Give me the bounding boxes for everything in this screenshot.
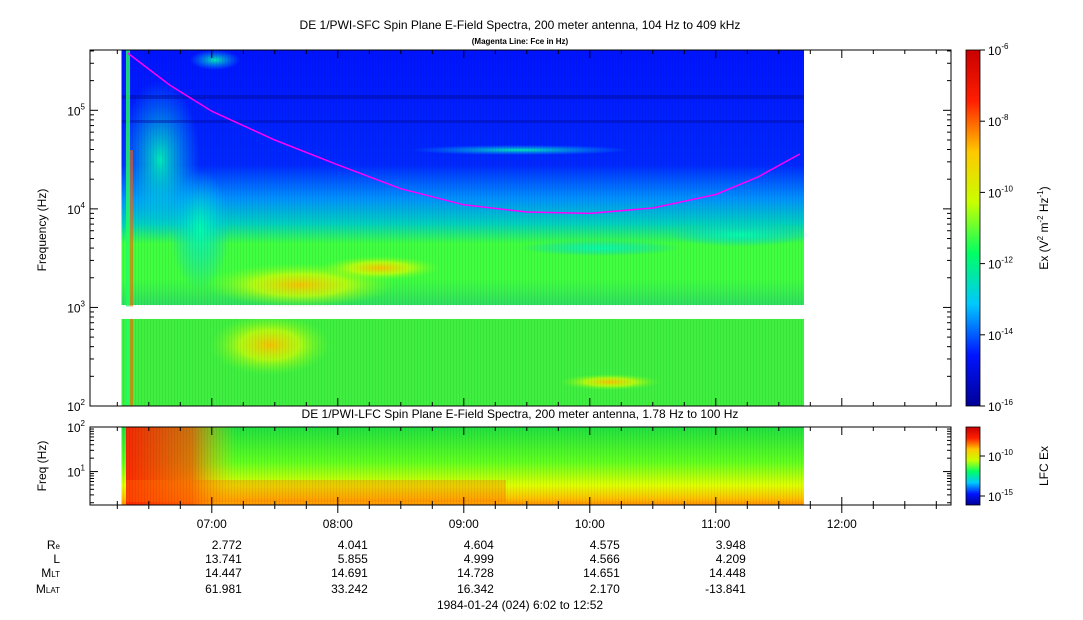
time-tick-label: 12:00 xyxy=(827,517,857,531)
sfc-colorbar: 10-6 10-8 10-10 10-12 10-14 10-16 Ex (V2 m-2 … xyxy=(965,42,1051,414)
ephemeris-value: 61.981 xyxy=(205,582,242,596)
ephemeris-value: 2.772 xyxy=(211,538,242,552)
sfc-colorbar-tick-label: 10-10 xyxy=(988,184,1013,200)
sfc-colorbar-ticks: 10-6 10-8 10-10 10-12 10-14 10-16 xyxy=(980,42,1013,414)
ephemeris-value: 4.041 xyxy=(337,538,368,552)
ephemeris-label: Re xyxy=(46,538,60,552)
lfc-colorbar-tick-label: 10-10 xyxy=(988,448,1013,464)
ephemeris-value: 16.342 xyxy=(457,582,494,596)
lfc-spectrogram-data xyxy=(121,427,804,505)
sfc-y-ticks: 102 103 104 105 xyxy=(67,50,951,414)
ephemeris-label-subscript: LAT xyxy=(45,586,60,595)
lfc-y-tick-label: 101 xyxy=(67,464,85,480)
ephemeris-row: L 13.741 5.855 4.999 4.566 4.209 xyxy=(0,552,1083,566)
ephemeris-value: 14.651 xyxy=(583,566,620,580)
ephemeris-value: 33.242 xyxy=(331,582,368,596)
sfc-y-tick-label: 105 xyxy=(67,102,85,118)
sfc-colorbar-tick-label: 10-12 xyxy=(988,256,1013,272)
ephemeris-value: 4.575 xyxy=(589,538,620,552)
fce-magenta-line xyxy=(127,52,801,215)
ephemeris-value: 3.948 xyxy=(715,538,746,552)
lfc-title: DE 1/PWI-LFC Spin Plane E-Field Spectra,… xyxy=(302,407,739,421)
ephemeris-value: 14.448 xyxy=(709,566,746,580)
ephemeris-row: MLAT 61.981 33.242 16.342 2.170 -13.841 xyxy=(0,582,1083,596)
time-axis: 07:00 08:00 09:00 10:00 11:00 12:00 xyxy=(90,50,951,531)
sfc-panel: 102 103 104 105 Frequency (Hz) xyxy=(35,49,952,414)
sfc-colorbar-tick-label: 10-6 xyxy=(988,42,1009,58)
sfc-y-tick-label: 103 xyxy=(67,299,85,315)
lfc-y-label: Freq (Hz) xyxy=(35,441,49,492)
ephemeris-label-subscript: e xyxy=(55,542,60,551)
ephemeris-label: MLT xyxy=(41,566,60,580)
ephemeris-value: 14.728 xyxy=(457,566,494,580)
ephemeris-value: 4.209 xyxy=(715,552,746,566)
ephemeris-value: 14.691 xyxy=(331,566,368,580)
ephemeris-label-subscript: LT xyxy=(51,570,60,579)
ephemeris-value: 4.999 xyxy=(463,552,494,566)
ephemeris-value: 14.447 xyxy=(205,566,242,580)
ephemeris-value: 2.170 xyxy=(589,582,620,596)
lfc-y-tick-label: 102 xyxy=(67,419,85,435)
sfc-colorbar-tick-label: 10-16 xyxy=(988,398,1013,414)
time-tick-label: 11:00 xyxy=(701,517,730,531)
lfc-panel: 101 102 Freq (Hz) xyxy=(35,419,952,506)
time-range-caption: 1984-01-24 (024) 6:02 to 12:52 xyxy=(436,598,604,612)
ephemeris-row: Re 2.772 4.041 4.604 4.575 3.948 xyxy=(0,538,1083,552)
sfc-y-label: Frequency (Hz) xyxy=(35,189,49,272)
time-tick-label: 08:00 xyxy=(323,517,353,531)
time-tick-label: 10:00 xyxy=(575,517,605,531)
sfc-colorbar-tick-label: 10-14 xyxy=(988,327,1013,343)
sfc-title: DE 1/PWI-SFC Spin Plane E-Field Spectra,… xyxy=(300,18,741,32)
sfc-colorbar-tick-label: 10-8 xyxy=(988,113,1009,129)
lfc-colorbar-tick-label: 10-15 xyxy=(988,488,1013,504)
ephemeris-value: -13.841 xyxy=(705,582,746,596)
ephemeris-label: L xyxy=(53,552,60,566)
sfc-y-tick-label: 104 xyxy=(67,201,85,217)
time-tick-label: 07:00 xyxy=(197,517,227,531)
lfc-colorbar-ticks: 10-10 10-15 xyxy=(980,448,1013,504)
sfc-data-gap xyxy=(121,306,804,319)
ephemeris-label: MLAT xyxy=(35,582,60,596)
ephemeris-row: MLT 14.447 14.691 14.728 14.651 14.448 xyxy=(0,566,1083,580)
ephemeris-value: 4.566 xyxy=(589,552,620,566)
time-tick-label: 09:00 xyxy=(449,517,479,531)
lfc-colorbar-label: LFC Ex xyxy=(1037,446,1051,486)
sfc-subtitle: (Magenta Line: Fce in Hz) xyxy=(472,37,569,46)
sfc-y-tick-label: 102 xyxy=(67,398,85,414)
ephemeris-value: 5.855 xyxy=(337,552,368,566)
ephemeris-value: 13.741 xyxy=(205,552,242,566)
lfc-colorbar: 10-10 10-15 LFC Ex xyxy=(965,426,1051,506)
sfc-colorbar-label: Ex (V2 m-2 Hz-1) xyxy=(1036,186,1051,269)
ephemeris-value: 4.604 xyxy=(463,538,494,552)
sfc-spectrogram-data xyxy=(120,50,810,406)
